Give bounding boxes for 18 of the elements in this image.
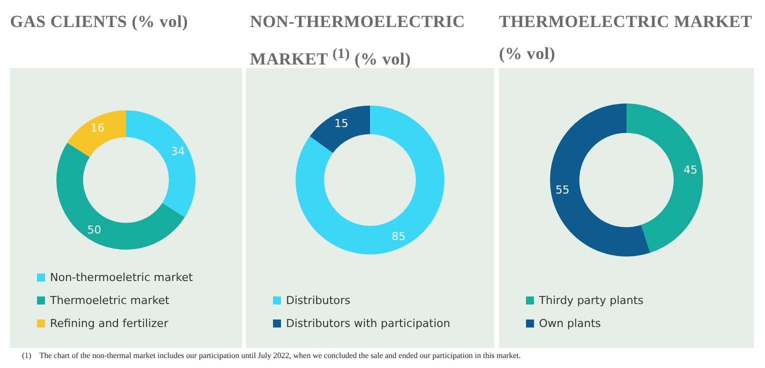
legend-label: Distributors with participation bbox=[286, 317, 450, 330]
legend-label: Thermoeletric market bbox=[49, 294, 170, 307]
data-label: 16 bbox=[90, 122, 104, 135]
chart-title: NON-THERMOELECTRIC MARKET $^{(1)}$ (% vol) bbox=[250, 11, 466, 71]
chart-title: THERMOELECTRIC MARKET (% vol) bbox=[499, 11, 753, 65]
data-label: 45 bbox=[684, 163, 698, 176]
chart-title: GAS CLIENTS (% vol) bbox=[10, 11, 190, 33]
legend-label: Refining and fertilizer bbox=[50, 317, 169, 330]
legend-label: Thirdy party plants bbox=[538, 294, 644, 307]
data-label: 50 bbox=[87, 224, 102, 237]
legend-label: Distributors bbox=[286, 294, 351, 307]
data-label: 34 bbox=[170, 144, 185, 158]
data-label: 55 bbox=[555, 184, 570, 197]
text: (1) The chart of the non-thermal market includes our participation until July 2022, when we concluded the sale and ended our participation in this market. bbox=[22, 351, 522, 360]
data-label: 15 bbox=[334, 117, 348, 130]
legend-label: Non-thermoeletric market bbox=[50, 271, 194, 284]
legend-label: Own plants bbox=[539, 317, 602, 330]
data-label: 85 bbox=[392, 230, 406, 243]
